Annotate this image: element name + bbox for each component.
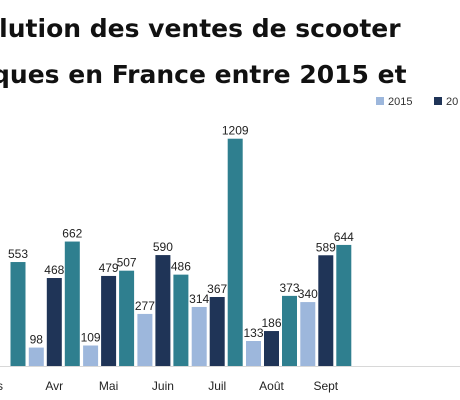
category-label-Avr: Avr <box>45 379 63 393</box>
bar-1-Sept <box>300 302 316 366</box>
bar-2-Juin <box>155 255 171 366</box>
bar-3-Juil <box>227 138 243 366</box>
data-label-3-Mai: 507 <box>117 256 137 270</box>
category-label-Mai: Mai <box>99 379 118 393</box>
bar-2-Avr <box>46 278 62 366</box>
bar-1-Août <box>246 340 261 366</box>
data-label-2-Avr: 468 <box>44 263 64 277</box>
data-label-3-Août: 373 <box>279 281 299 295</box>
bar-3-Août <box>282 295 297 366</box>
bar-2-Juil <box>209 297 225 366</box>
bar-3-Avr <box>64 241 80 366</box>
category-label-Juin: Juin <box>152 379 174 393</box>
legend-label-1: 2015 <box>388 96 412 108</box>
bar-1-Avr <box>28 347 44 366</box>
data-label-2-Août: 186 <box>261 316 281 330</box>
bar-3-Sept <box>336 244 352 366</box>
bar-2-Sept <box>318 255 334 366</box>
category-label-s: s <box>0 379 3 393</box>
bar-3-Juin <box>173 274 189 366</box>
chart-title-line-1: olution des ventes de scooter <box>0 14 401 43</box>
category-label-Août: Août <box>259 379 284 393</box>
bar-1-Juil <box>191 306 207 366</box>
chart-title-line-2: ques en France entre 2015 et <box>0 60 407 89</box>
data-label-3-Juin: 486 <box>171 260 191 274</box>
data-label-3-s: 553 <box>8 247 28 261</box>
data-label-3-Sept: 644 <box>334 230 354 244</box>
data-label-1-Mai: 109 <box>81 331 101 345</box>
data-label-1-Juin: 277 <box>135 299 155 313</box>
bar-2-Mai <box>101 275 117 366</box>
bar-3-Mai <box>119 270 135 366</box>
data-label-3-Avr: 662 <box>62 227 82 241</box>
bar-3-s <box>10 262 26 366</box>
bar-1-Mai <box>83 345 99 366</box>
data-label-2-Juin: 590 <box>153 240 173 254</box>
data-label-2-Sept: 589 <box>316 240 336 254</box>
bar-1-Juin <box>137 313 153 366</box>
data-label-1-Juil: 314 <box>189 292 209 306</box>
bar-2-Août <box>264 331 279 366</box>
legend-swatch-1 <box>376 97 384 105</box>
category-label-Sept: Sept <box>313 379 338 393</box>
legend-label-2: 20 <box>446 96 458 108</box>
data-label-1-Août: 133 <box>243 326 263 340</box>
data-label-2-Mai: 479 <box>99 261 119 275</box>
category-label-Juil: Juil <box>208 379 226 393</box>
data-label-1-Avr: 98 <box>30 333 44 347</box>
data-label-1-Sept: 340 <box>298 287 318 301</box>
data-label-3-Juil: 1209 <box>222 124 249 138</box>
legend-swatch-2 <box>434 97 442 105</box>
data-label-2-Juil: 367 <box>207 282 227 296</box>
